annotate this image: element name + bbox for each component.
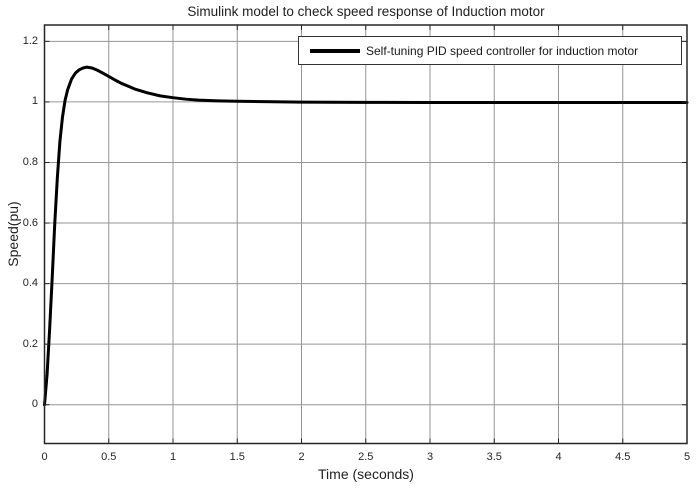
x-tick-label: 2 [298,451,305,463]
x-tick-label: 3 [426,451,434,463]
y-tick-label: 0.2 [22,337,38,350]
x-tick-label: 1 [169,451,177,463]
x-tick-label: 0.5 [101,451,117,463]
x-tick-label: 0 [41,451,48,463]
x-axis-label: Time (seconds) [318,466,414,482]
x-tick-label: 1.5 [229,451,245,463]
x-tick-label: 4.5 [615,451,631,463]
legend-line-sample-icon [310,48,360,53]
legend: Self-tuning PID speed controller for ind… [298,36,682,65]
y-tick-label: 0.8 [22,155,38,168]
y-tick-label: 0.6 [22,216,38,229]
speed-response-curve [43,65,689,407]
y-axis-label: Speed(pu) [5,201,21,267]
y-tick-label: 0.4 [22,277,38,290]
x-tick-label: 5 [683,451,691,463]
y-tick-label: 1 [31,95,38,108]
x-tick-label: 3.5 [486,451,502,463]
legend-entry-label: Self-tuning PID speed controller for ind… [366,43,639,58]
chart-title: Simulink model to check speed response o… [187,4,545,19]
y-tick-label: 0 [31,398,38,411]
x-tick-label: 2.5 [358,451,374,463]
y-tick-label: 1.2 [22,34,38,47]
x-tick-label: 4 [555,451,562,463]
